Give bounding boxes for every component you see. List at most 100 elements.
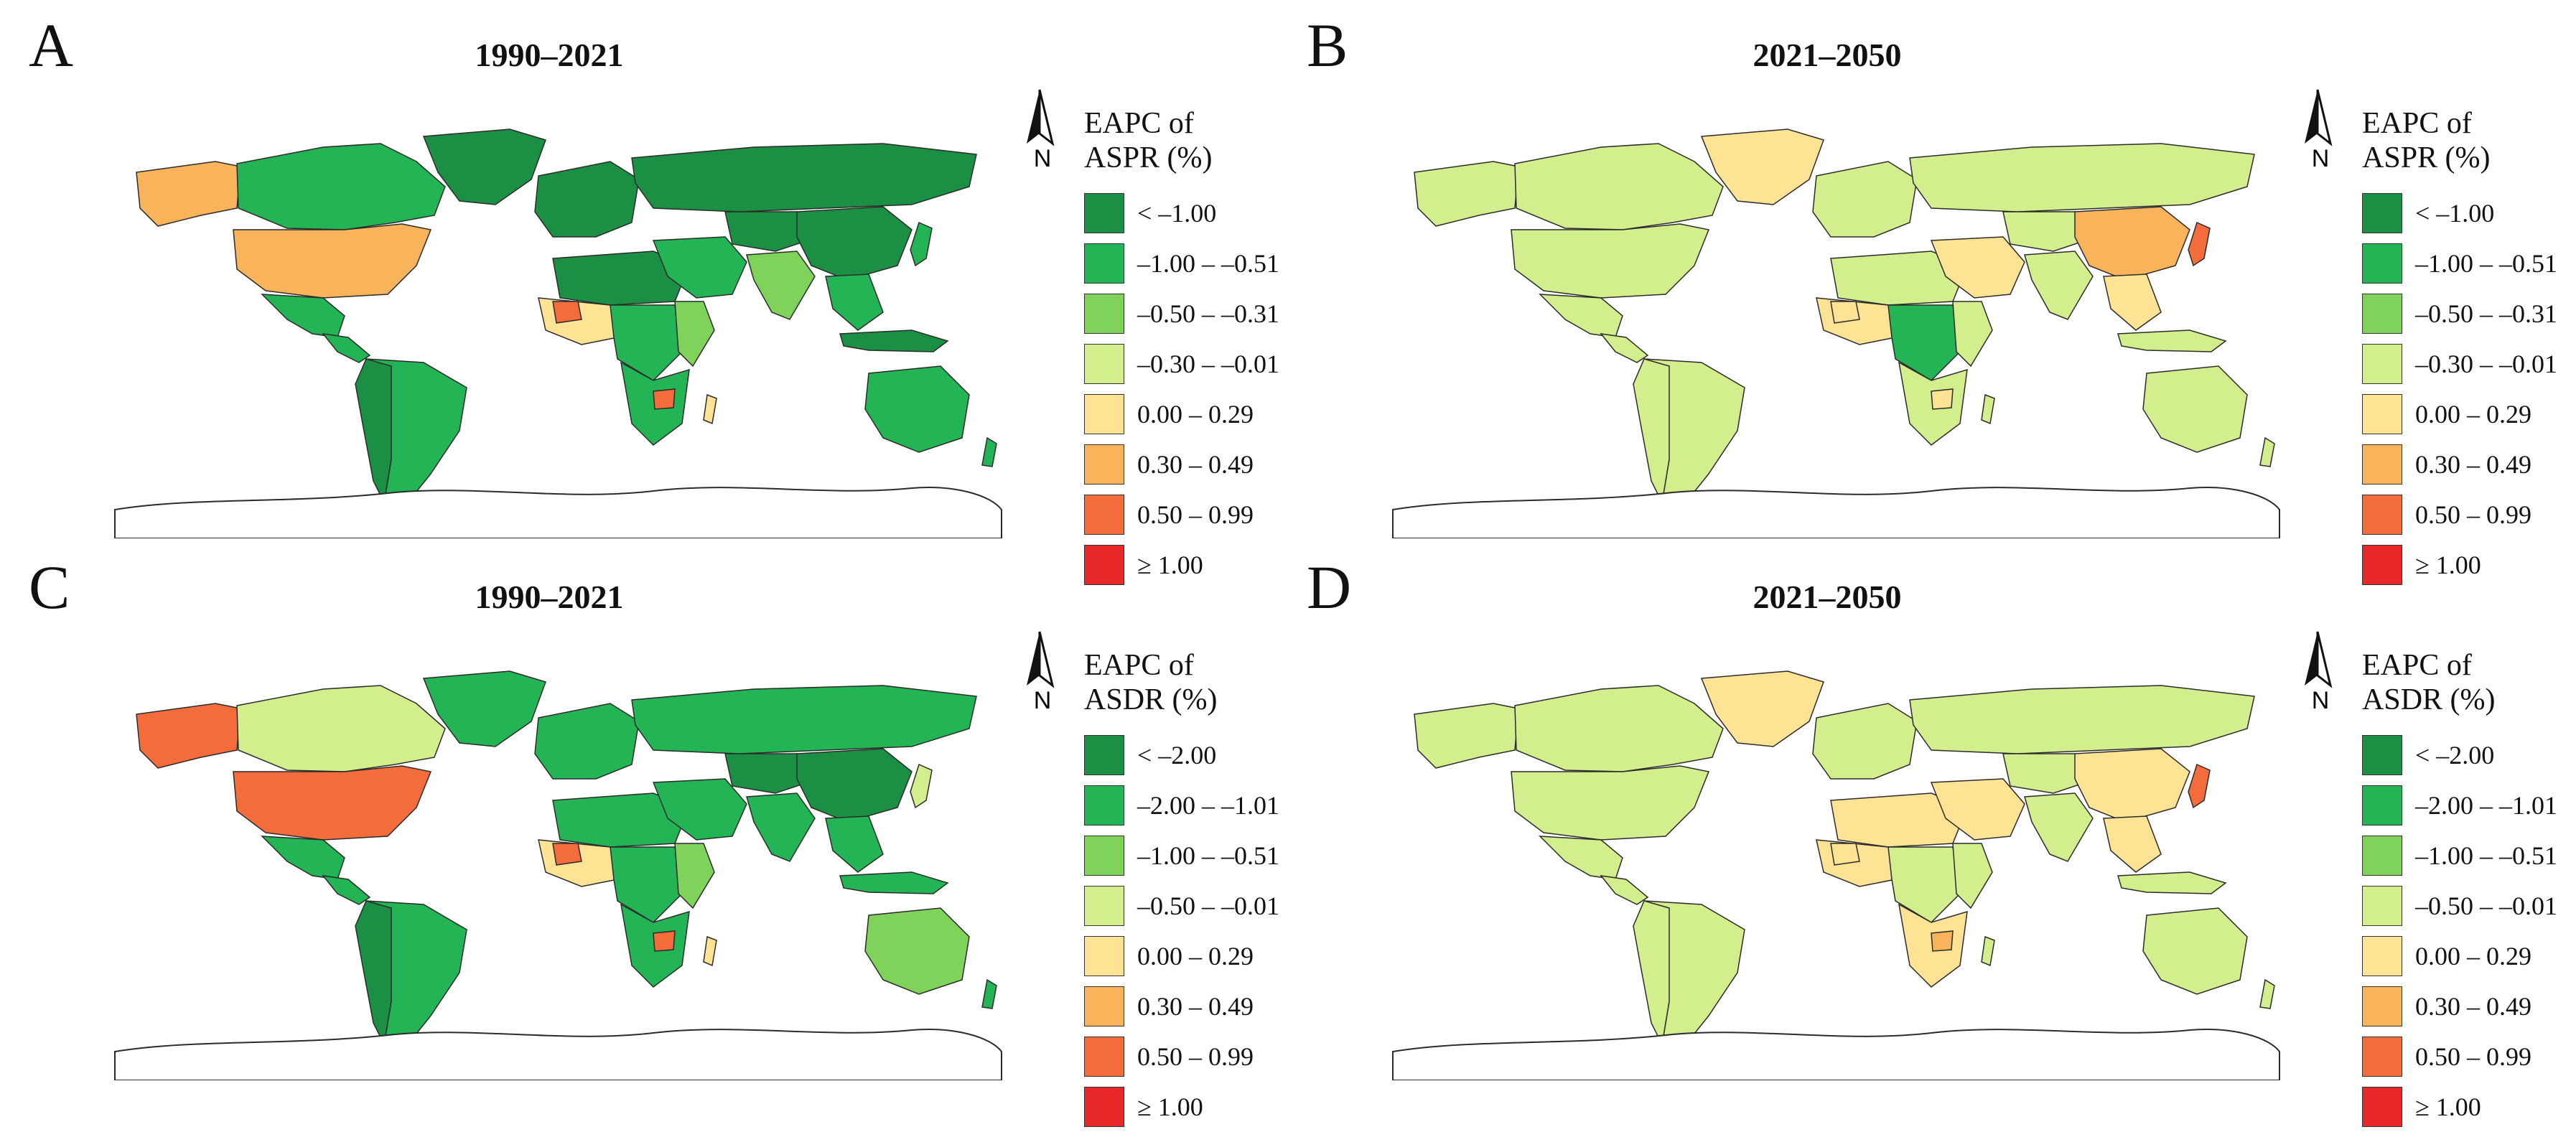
region-alaska	[1414, 161, 1519, 227]
region-south-america-west	[1633, 900, 1670, 1047]
legend-item: 0.30 – 0.49	[1084, 981, 1279, 1032]
region-central-asia	[2002, 753, 2098, 794]
region-antarctica	[1392, 1029, 2280, 1080]
region-canada	[236, 143, 446, 230]
region-china	[2074, 748, 2190, 823]
legend-swatch	[1084, 1087, 1124, 1127]
legend-swatch	[2362, 735, 2402, 775]
region-china	[796, 748, 913, 823]
legend-swatch	[2362, 936, 2402, 976]
legend-label: < –2.00	[2415, 741, 2495, 770]
legend: EAPC of ASPR (%) < –1.00 –1.00 – –0.51 –0.50…	[1084, 106, 1279, 590]
world-map	[114, 128, 1002, 538]
region-europe	[534, 703, 640, 780]
legend-label: 0.30 – 0.49	[1137, 450, 1254, 479]
legend: EAPC of ASDR (%) < –2.00 –2.00 – –1.01 –1.00…	[2362, 648, 2557, 1132]
legend-label: –1.00 – –0.51	[1137, 249, 1279, 278]
region-middle-east	[1930, 778, 2025, 841]
north-arrow-icon: N	[2305, 631, 2333, 714]
legend-title-line-2: ASPR (%)	[2362, 141, 2491, 174]
legend-item: –1.00 – –0.51	[2362, 831, 2557, 881]
legend-swatch	[1084, 394, 1124, 434]
legend-title-line-1: EAPC of	[2362, 649, 2472, 682]
legend-swatch	[1084, 735, 1124, 775]
region-mexico	[261, 294, 345, 338]
region-central-asia	[724, 211, 820, 252]
region-central-africa	[610, 846, 683, 923]
region-europe	[1812, 703, 1918, 780]
region-middle-east	[1930, 236, 2025, 299]
legend-label: 0.00 – 0.29	[2415, 400, 2531, 429]
panel-letter: D	[1307, 553, 1352, 622]
legend-item: –2.00 – –1.01	[1084, 780, 1279, 831]
legend-label: –1.00 – –0.51	[2415, 249, 2557, 278]
legend: EAPC of ASPR (%) < –1.00 –1.00 – –0.51 –0.50…	[2362, 106, 2557, 590]
legend-item: 0.50 – 0.99	[1084, 1032, 1279, 1082]
region-russia	[1909, 143, 2255, 212]
legend-label: 0.50 – 0.99	[2415, 500, 2531, 529]
region-greenland	[422, 670, 546, 747]
legend-label: –2.00 – –1.01	[2415, 791, 2557, 820]
region-china	[2074, 206, 2190, 281]
legend-label: –2.00 – –1.01	[1137, 791, 1279, 820]
legend-swatch	[1084, 986, 1124, 1026]
region-usa	[233, 765, 432, 841]
map-panel-b: B 2021–2050 N EAPC of ASPR (%) < –1.00 –1.00 –…	[1307, 14, 2576, 585]
region-china	[796, 206, 913, 281]
region-south-america-west	[355, 900, 392, 1047]
region-europe	[534, 161, 640, 238]
legend-title-line-2: ASPR (%)	[1084, 141, 1213, 174]
legend-label: –0.30 – –0.01	[2415, 350, 2557, 378]
legend-item: –0.50 – –0.01	[2362, 881, 2557, 931]
legend-label: ≥ 1.00	[2415, 1093, 2481, 1121]
north-arrow-left-half	[1027, 90, 1040, 144]
north-arrow-icon: N	[2305, 89, 2333, 172]
legend-swatch	[2362, 444, 2402, 485]
legend-label: 0.30 – 0.49	[2415, 450, 2531, 479]
legend-item: 0.30 – 0.49	[2362, 439, 2557, 490]
region-middle-east	[652, 778, 747, 841]
region-east-africa	[674, 301, 715, 368]
region-south-america-west	[1633, 358, 1670, 505]
legend-item: –1.00 – –0.51	[2362, 238, 2557, 289]
region-central-asia	[724, 753, 820, 794]
legend-item: –0.30 – –0.01	[2362, 339, 2557, 389]
legend-swatch	[2362, 1037, 2402, 1077]
region-west-africa-spot	[552, 301, 582, 324]
legend-item: –0.50 – –0.31	[2362, 289, 2557, 339]
legend-title: EAPC of ASDR (%)	[1084, 648, 1279, 717]
north-arrow-left-half	[2305, 90, 2318, 144]
legend-swatch	[2362, 785, 2402, 825]
region-alaska	[1414, 703, 1519, 769]
region-new-zealand	[2259, 978, 2275, 1009]
region-canada	[236, 685, 446, 772]
legend-swatch	[2362, 836, 2402, 876]
legend: EAPC of ASDR (%) < –2.00 –2.00 – –1.01 –1.00…	[1084, 648, 1279, 1132]
region-india	[746, 792, 816, 862]
legend-swatch	[1084, 444, 1124, 485]
legend-label: < –1.00	[1137, 199, 1217, 228]
north-arrow-left-half	[2305, 632, 2318, 686]
region-madagascar	[703, 935, 717, 967]
region-canada	[1514, 685, 1724, 772]
north-label: N	[2312, 687, 2330, 714]
region-australia	[864, 365, 970, 453]
region-central-america	[1600, 332, 1649, 363]
legend-item: ≥ 1.00	[2362, 540, 2557, 590]
legend-item: –2.00 – –1.01	[2362, 780, 2557, 831]
legend-label: –1.00 – –0.51	[1137, 841, 1279, 870]
legend-item: –1.00 – –0.51	[1084, 238, 1279, 289]
legend-title-line-1: EAPC of	[2362, 107, 2472, 140]
legend-item: 0.50 – 0.99	[2362, 490, 2557, 540]
region-antarctica	[114, 487, 1002, 538]
region-indonesia	[2117, 871, 2227, 894]
region-russia	[631, 685, 977, 754]
legend-title-line-1: EAPC of	[1084, 649, 1194, 682]
panel-title: 1990–2021	[475, 37, 624, 73]
region-east-africa	[674, 843, 715, 909]
north-label: N	[1034, 687, 1052, 714]
region-southeast-asia	[825, 273, 884, 331]
region-europe	[1812, 161, 1918, 238]
panel-title: 1990–2021	[475, 579, 624, 615]
region-new-zealand	[981, 436, 997, 467]
